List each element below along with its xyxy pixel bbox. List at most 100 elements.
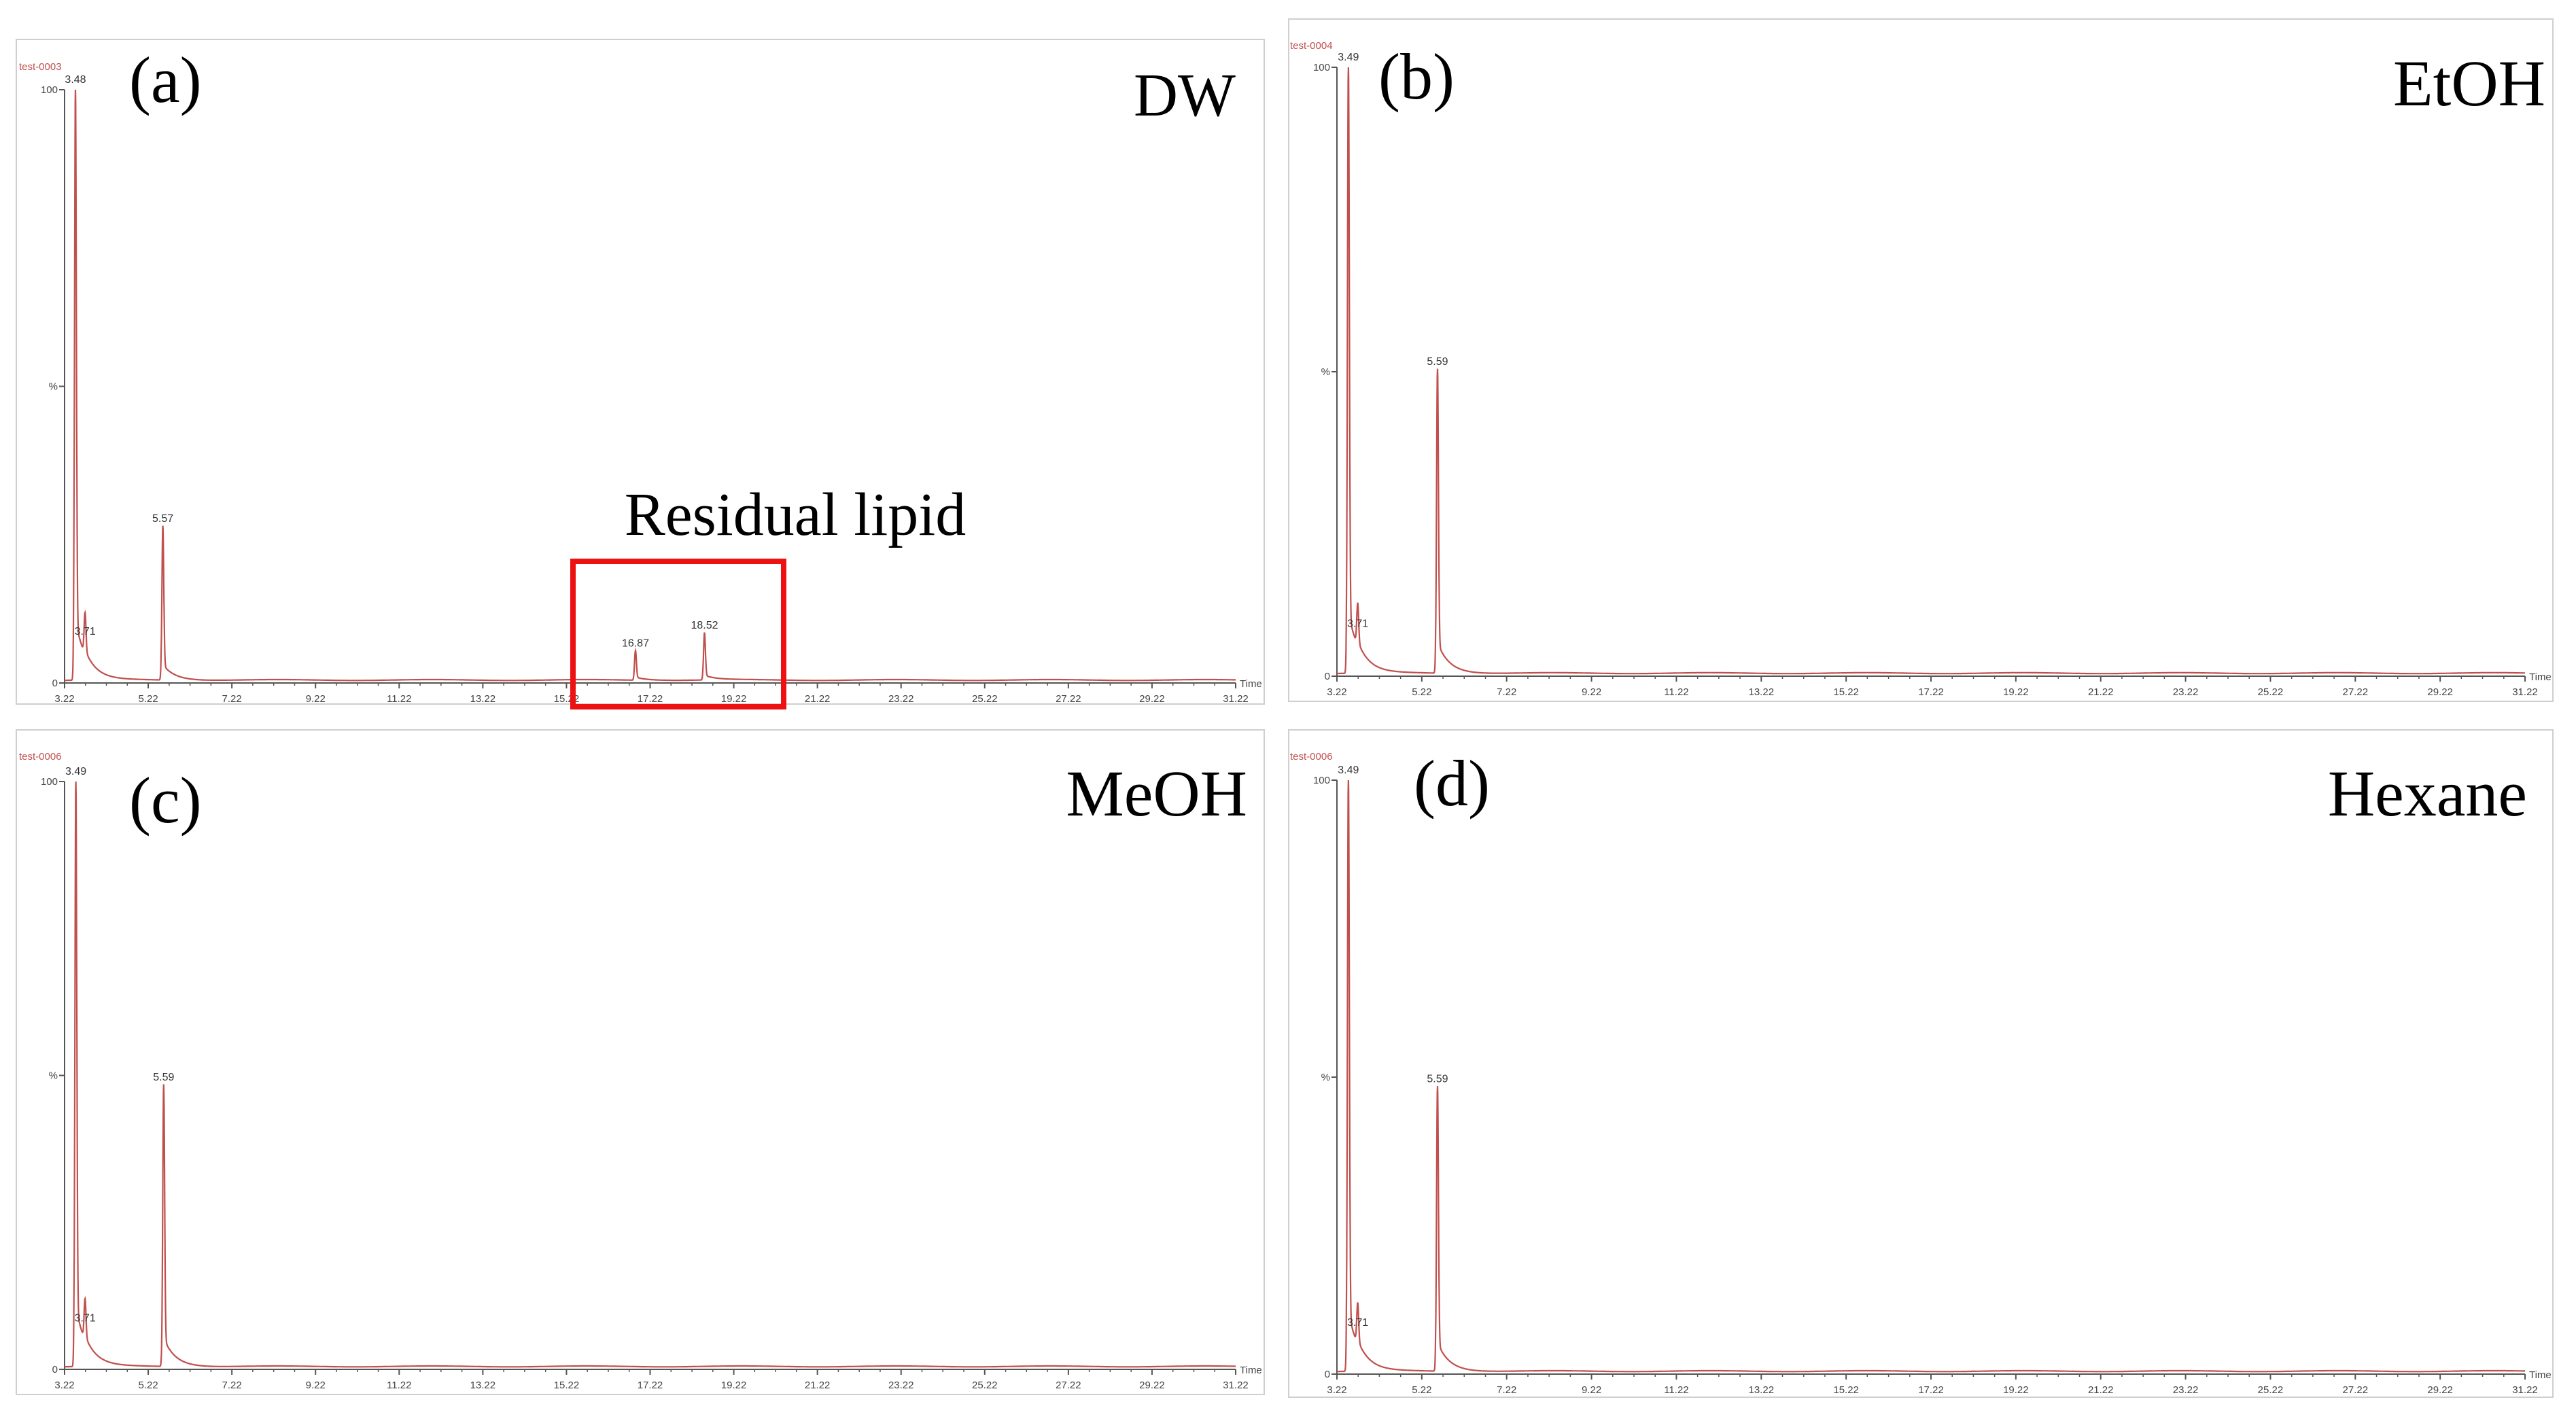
panel-c-solvent-title: MeOH <box>1066 757 1247 830</box>
panel-b-y-tick-label: % <box>1321 366 1330 378</box>
panel-c-frame <box>16 729 1265 1395</box>
panel-c-x-tick-label: 31.22 <box>1223 1380 1249 1391</box>
panel-b-x-tick-label: 25.22 <box>2258 686 2284 698</box>
panel-a-peak-label: 5.57 <box>152 513 173 525</box>
panel-a: test-0003 (a) DW 0% 100 3.22 5.22 7.22 9.22 11… <box>16 39 1265 709</box>
panel-b: test-0004 (b) EtOH 0% 100 3.22 5.22 7.22 9.22… <box>1288 18 2554 702</box>
panel-d-x-tick-label: 17.22 <box>1918 1384 1944 1396</box>
panel-d-frame <box>1288 729 2554 1398</box>
panel-c-x-tick-label: 21.22 <box>805 1380 831 1391</box>
panel-c-x-tick-label: 11.22 <box>387 1380 411 1391</box>
panel-a-x-axis-label: Time <box>1240 678 1262 690</box>
panel-d-x-tick-label: 29.22 <box>2427 1384 2453 1396</box>
panel-b-x-tick-label: 3.22 <box>1327 686 1346 698</box>
panel-d-x-tick-label: 15.22 <box>1833 1384 1859 1396</box>
panel-c-x-tick-label: 7.22 <box>222 1380 242 1391</box>
panel-b-plot: 0% 100 3.22 5.22 7.22 9.22 11.22 13.22 15.22 17.2… <box>1313 52 2552 698</box>
panel-d-x-tick-label: 25.22 <box>2258 1384 2284 1396</box>
panel-d-y-tick-label: % <box>1321 1072 1330 1083</box>
panel-b-chromatogram-trace <box>1337 67 2525 675</box>
panel-d-x-axis-label: Time <box>2529 1369 2552 1381</box>
panel-a-x-tick-label: 11.22 <box>387 693 411 705</box>
panel-b-x-tick-label: 7.22 <box>1497 686 1516 698</box>
panel-a-x-tick-label: 13.22 <box>470 693 496 705</box>
panel-a-x-tick-label: 5.22 <box>138 693 158 705</box>
panel-a-y-tick-label: % <box>49 381 58 393</box>
panel-d-plot: 0% 100 3.22 5.22 7.22 9.22 11.22 13.22 15.22 17.2… <box>1313 765 2552 1396</box>
panel-b-x-tick-label: 19.22 <box>2003 686 2029 698</box>
panel-a-file-label: test-0003 <box>19 61 62 73</box>
panel-d-x-tick-label: 3.22 <box>1327 1384 1346 1396</box>
panel-b-x-tick-label: 15.22 <box>1833 686 1859 698</box>
panel-d-x-tick-label: 7.22 <box>1497 1384 1516 1396</box>
panel-c-x-tick-label: 15.22 <box>554 1380 580 1391</box>
residual-lipid-annotation: Residual lipid <box>625 481 966 548</box>
panel-a-y-tick-label: 0 <box>52 678 58 689</box>
panel-c-peak-label: 5.59 <box>153 1072 174 1083</box>
panel-d-x-tick-label: 5.22 <box>1412 1384 1431 1396</box>
panel-c-peak-label: 3.49 <box>65 766 86 777</box>
panel-c-x-tick-label: 9.22 <box>306 1380 326 1391</box>
panel-a-x-tick-label: 19.22 <box>721 693 747 705</box>
panel-a-x-tick-label: 21.22 <box>805 693 831 705</box>
panel-d-solvent-title: Hexane <box>2328 757 2527 830</box>
panel-a-solvent-title: DW <box>1134 62 1236 129</box>
panel-c-x-tick-label: 13.22 <box>470 1380 496 1391</box>
panel-d-chromatogram-trace <box>1337 779 2525 1373</box>
panel-b-y-tick-label: 100 <box>1313 62 1330 73</box>
panel-d-peak-label: 3.49 <box>1338 765 1359 776</box>
panel-a-y-tick-label: 100 <box>41 84 58 96</box>
panel-d-peak-label: 5.59 <box>1427 1073 1448 1085</box>
panel-c-x-tick-label: 19.22 <box>721 1380 747 1391</box>
panel-c-x-tick-label: 25.22 <box>972 1380 998 1391</box>
panel-d-y-tick-label: 100 <box>1313 775 1330 786</box>
panel-b-x-tick-label: 5.22 <box>1412 686 1431 698</box>
panel-d-y-tick-label: 0 <box>1325 1369 1330 1380</box>
panel-b-x-tick-label: 23.22 <box>2173 686 2199 698</box>
panel-b-peak-label: 3.49 <box>1338 52 1359 63</box>
panel-d: test-0006 (d) Hexane 0% 100 3.22 5.22 7.22 9.… <box>1288 729 2554 1398</box>
panel-c-peak-label: 3.71 <box>75 1312 96 1324</box>
panel-b-x-tick-label: 9.22 <box>1582 686 1601 698</box>
panel-c-x-axis-label: Time <box>1240 1365 1262 1376</box>
panel-b-y-tick-label: 0 <box>1325 671 1330 682</box>
panel-b-peak-label: 3.71 <box>1347 618 1368 629</box>
panel-b-x-tick-label: 27.22 <box>2343 686 2369 698</box>
panel-c-chromatogram-trace <box>65 781 1236 1368</box>
panel-b-x-tick-label: 13.22 <box>1749 686 1775 698</box>
panel-c-plot: 0% 100 3.22 5.22 7.22 9.22 11.22 13.22 15.22 17.2… <box>41 766 1262 1391</box>
panel-b-letter: (b) <box>1378 40 1455 113</box>
panel-a-x-tick-label: 7.22 <box>222 693 242 705</box>
panel-b-file-label: test-0004 <box>1290 40 1333 52</box>
panel-a-peak-label: 16.87 <box>622 637 649 649</box>
panel-d-x-tick-label: 31.22 <box>2512 1384 2538 1396</box>
panel-b-x-tick-label: 31.22 <box>2512 686 2538 698</box>
panel-a-peak-label: 3.71 <box>75 626 96 637</box>
panel-c: test-0006 (c) MeOH 0% 100 3.22 5.22 7.22 9.22… <box>16 729 1265 1395</box>
panel-c-x-tick-label: 23.22 <box>888 1380 914 1391</box>
panel-c-x-tick-label: 29.22 <box>1139 1380 1165 1391</box>
panel-d-x-tick-label: 11.22 <box>1664 1384 1688 1396</box>
panel-d-x-tick-label: 23.22 <box>2173 1384 2199 1396</box>
panel-c-x-tick-label: 27.22 <box>1056 1380 1081 1391</box>
panel-a-x-tick-label: 27.22 <box>1056 693 1081 705</box>
panel-a-peak-label: 3.48 <box>65 74 86 86</box>
panel-c-y-tick-label: 100 <box>41 776 58 788</box>
panel-b-x-tick-label: 11.22 <box>1664 686 1688 698</box>
panel-a-letter: (a) <box>129 43 202 116</box>
panel-c-x-tick-label: 17.22 <box>638 1380 663 1391</box>
panel-b-solvent-title: EtOH <box>2393 47 2545 120</box>
panel-a-x-tick-label: 25.22 <box>972 693 998 705</box>
panel-d-x-tick-label: 9.22 <box>1582 1384 1601 1396</box>
residual-lipid-box <box>570 559 786 709</box>
panel-a-x-tick-label: 29.22 <box>1139 693 1165 705</box>
panel-b-x-tick-label: 21.22 <box>2088 686 2114 698</box>
panel-d-x-tick-label: 21.22 <box>2088 1384 2114 1396</box>
panel-c-y-tick-label: % <box>49 1070 58 1082</box>
panel-d-x-tick-label: 19.22 <box>2003 1384 2029 1396</box>
panel-d-peak-label: 3.71 <box>1347 1317 1368 1329</box>
panel-a-x-tick-label: 9.22 <box>306 693 326 705</box>
panel-b-peak-label: 5.59 <box>1427 356 1448 368</box>
